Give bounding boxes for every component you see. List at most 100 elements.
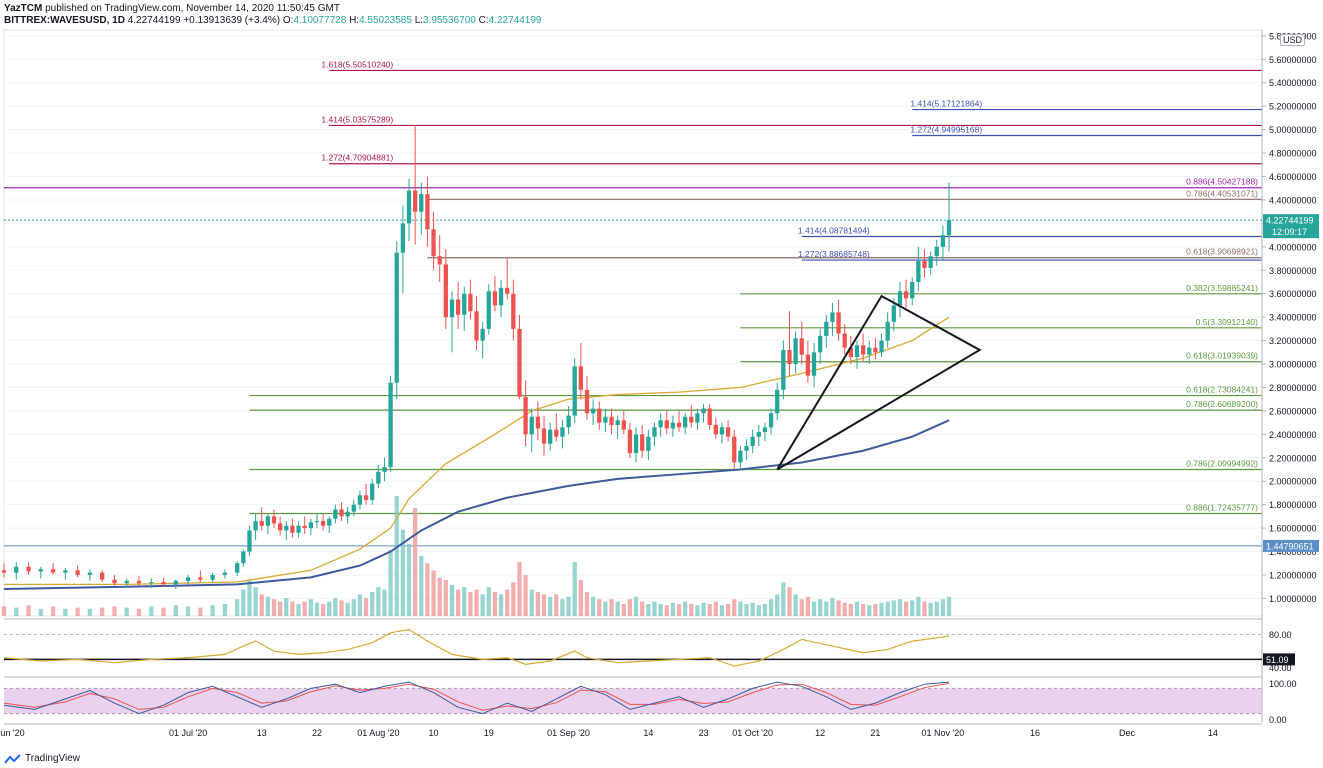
publish-text: published on TradingView.com, November 1… (45, 3, 340, 14)
candle-body (934, 246, 939, 257)
candle-body (173, 580, 178, 585)
time-tick-label: 01 Sep '20 (547, 728, 590, 738)
fib-label: 0.786(2.60689200) (1186, 399, 1258, 409)
candle-body (87, 572, 93, 575)
volume-bar (572, 562, 577, 616)
candle-body (425, 194, 430, 230)
candle-body (290, 525, 295, 533)
symbol-name[interactable]: BITTREX:WAVESUSD, 1D (4, 15, 125, 26)
symbol-info: BITTREX:WAVESUSD, 1D 4.22744199 +0.13913… (4, 15, 542, 26)
volume-bar (376, 587, 381, 616)
candle-body (284, 525, 289, 531)
tradingview-logo[interactable]: TradingView (4, 753, 80, 764)
volume-bar (419, 556, 424, 616)
volume-bar (75, 607, 80, 616)
candle-body (633, 434, 639, 454)
candle-body (351, 504, 356, 512)
candle-body (885, 321, 890, 341)
candle-body (554, 429, 559, 437)
volume-bar (63, 608, 68, 616)
currency-badge[interactable]: USD (1280, 34, 1306, 46)
volume-bar (136, 608, 142, 616)
stoch-k-line (3, 681, 950, 715)
volume-bar (271, 599, 277, 616)
price-tick-label: 2.00000000 (1269, 477, 1317, 487)
publisher-name[interactable]: YazTCM (4, 3, 43, 14)
candle-body (793, 338, 798, 365)
candle-body (14, 566, 19, 573)
volume-bar (333, 598, 338, 616)
price-tick-label: 4.40000000 (1269, 195, 1317, 205)
price-tick-label: 1.00000000 (1269, 594, 1317, 604)
stoch-rsi-pane: 100.00 0.00 (3, 676, 1297, 725)
rsi-40-label: 40.00 (1269, 663, 1292, 673)
candle-body (406, 190, 412, 224)
ema-long-line (3, 419, 950, 591)
volume-bar (265, 596, 271, 616)
candle-body (241, 551, 246, 564)
volume-bar (830, 598, 835, 616)
price-tick-label: 2.40000000 (1269, 430, 1317, 440)
volume-bar (689, 604, 694, 616)
reference-level-badge (1263, 539, 1319, 552)
candle-body (891, 305, 896, 322)
volume-bar (683, 601, 688, 616)
fib-label: 0.786(4.40531071) (1186, 188, 1258, 198)
candle-body (394, 252, 399, 383)
candle-body (357, 495, 363, 505)
candle-body (376, 471, 381, 484)
volume-bar (277, 601, 283, 616)
candle-body (842, 333, 847, 348)
volume-bar (112, 606, 117, 616)
candle-body (185, 577, 191, 581)
candle-body (597, 408, 602, 423)
candle-body (824, 321, 829, 336)
volume-bar (462, 587, 467, 616)
volume-bar (867, 605, 872, 616)
candle-body (946, 219, 952, 236)
candle-body (370, 483, 375, 500)
candle-body (701, 408, 706, 414)
price-tick-label: 3.00000000 (1269, 360, 1317, 370)
volume-bar (14, 607, 19, 616)
candle-body (676, 422, 682, 428)
candlesticks (1, 124, 952, 590)
candle-body (498, 287, 504, 306)
candle-body (818, 335, 823, 353)
candle-body (603, 416, 608, 423)
volume-bar (290, 601, 295, 616)
volume-bar (345, 602, 350, 616)
time-tick-label: 13 (257, 728, 267, 738)
candle-body (689, 416, 694, 423)
price-axis[interactable]: 5.800000005.600000005.400000005.20000000… (1261, 30, 1319, 722)
candle-body (897, 291, 903, 306)
volume-bar (707, 604, 712, 616)
volume-bar (578, 580, 583, 616)
volume-bar (609, 599, 614, 616)
volume-bar (247, 580, 252, 616)
volume-bar (885, 601, 890, 616)
candle-body (235, 563, 240, 573)
candle-body (443, 264, 448, 318)
volume-bar (241, 589, 246, 616)
candle-body (707, 408, 712, 425)
candle-body (253, 521, 258, 531)
fib-label: 0.786(2.09994992) (1186, 459, 1258, 469)
volume-bar (854, 601, 860, 616)
candle-body (541, 428, 547, 444)
candle-body (38, 569, 43, 572)
last-price-label: 4.22744199 (1266, 216, 1314, 226)
price-tick-label: 5.20000000 (1269, 102, 1317, 112)
volume-bar (664, 605, 669, 616)
time-axis[interactable]: 01 Jun '20 01 Jul '20 13 22 01 Aug '20 10 19 01… (0, 723, 1262, 738)
candle-body (695, 413, 700, 423)
volume-bar (584, 592, 590, 616)
volume-bar (480, 594, 485, 616)
brand-label: TradingView (25, 753, 81, 764)
volume-bar (732, 599, 737, 616)
candle-body (873, 347, 878, 353)
price-tick-label: 3.80000000 (1269, 266, 1317, 276)
candle-body (247, 530, 252, 552)
time-tick-label: 21 (870, 728, 880, 738)
